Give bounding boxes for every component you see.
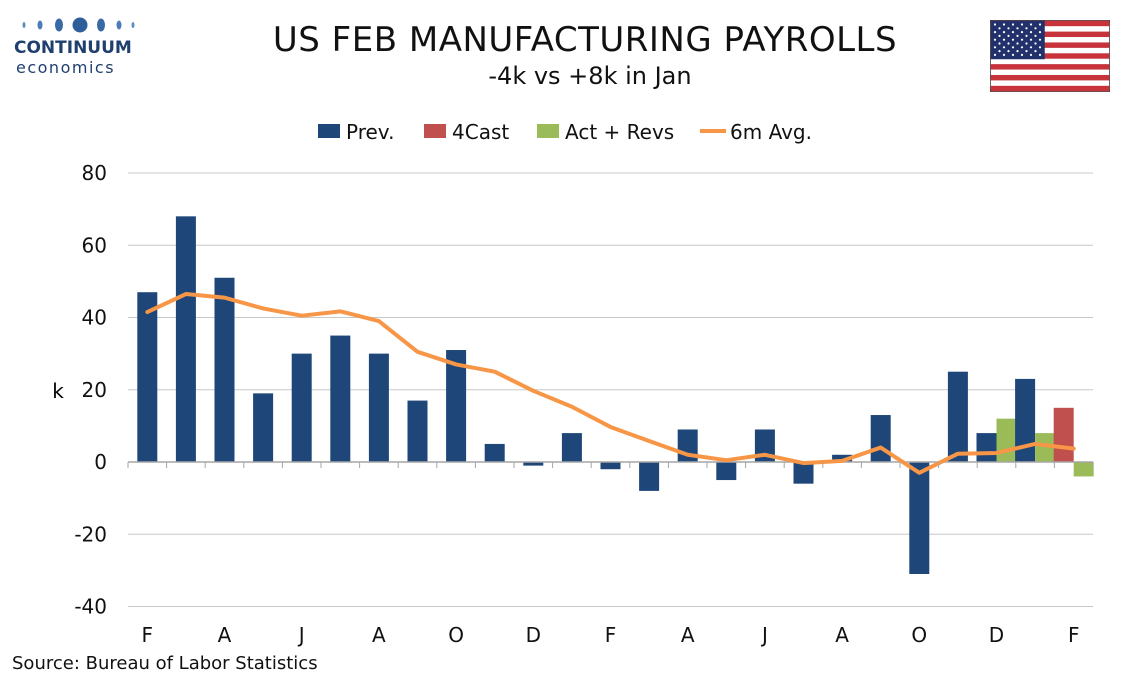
x-tick-label: O (448, 623, 464, 647)
y-tick-label: 60 (82, 233, 107, 257)
x-tick-label: F (142, 623, 154, 647)
grid-lines (128, 172, 1093, 607)
legend-item: 6m Avg. (700, 120, 812, 144)
x-tick-label: A (372, 623, 386, 647)
bar-prev-2 (214, 277, 235, 462)
bar-prev-10 (523, 462, 544, 466)
bar-prev-7 (407, 400, 428, 462)
legend: Prev. 4Cast Act + Revs 6m Avg. (318, 120, 812, 144)
bar-prev-19 (870, 415, 891, 462)
bar-prev-22 (976, 433, 997, 462)
y-tick-label: -40 (74, 595, 107, 619)
x-tick-label: A (681, 623, 695, 647)
bar-prev-5 (330, 335, 351, 462)
legend-item: 4Cast (424, 120, 509, 144)
y-axis-label: k (52, 379, 64, 403)
legend-label: 4Cast (452, 120, 509, 144)
y-axis-ticks: -40 -20 0 20 40 60 80 (74, 161, 107, 619)
legend-label: Act + Revs (565, 120, 674, 144)
bar-prev-3 (253, 393, 274, 462)
bar-prev-17 (793, 462, 814, 484)
continuum-logo: CONTINUUM economics (10, 14, 140, 77)
bar-prev-11 (561, 433, 582, 462)
bar-prev-4 (291, 353, 312, 462)
legend-swatch (537, 124, 559, 138)
y-tick-label: 20 (82, 378, 107, 402)
us-flag-icon (990, 20, 1110, 92)
x-tick-label: A (218, 623, 232, 647)
bars (137, 216, 1094, 574)
bar-prev-23 (1015, 378, 1036, 462)
x-tick-label: F (1068, 623, 1080, 647)
y-tick-label: -20 (74, 522, 107, 546)
y-tick-label: 0 (94, 450, 107, 474)
bar-prev-6 (368, 353, 389, 462)
y-tick-label: 40 (82, 306, 107, 330)
x-tick-label: J (297, 623, 305, 647)
bar-prev-21 (947, 371, 968, 462)
y-tick-label: 80 (82, 161, 107, 185)
legend-item: Act + Revs (537, 120, 674, 144)
x-tick-label: A (835, 623, 849, 647)
chart-subtitle: -4k vs +8k in Jan (488, 62, 692, 90)
bar-prev-13 (639, 462, 660, 491)
bar-4cast-24 (1053, 407, 1074, 462)
legend-swatch (318, 124, 340, 138)
chart-title: US FEB MANUFACTURING PAYROLLS (272, 20, 898, 60)
bar-prev-9 (484, 443, 505, 462)
logo-tagline-text: economics (16, 58, 116, 77)
logo-dots-icon (22, 17, 135, 33)
series-line-6m-avg (145, 292, 1076, 475)
bar-prev-20 (909, 462, 930, 574)
legend-item: Prev. (318, 120, 394, 144)
source-note: Source: Bureau of Labor Statistics (12, 653, 318, 674)
x-tick-label: F (605, 623, 617, 647)
x-tick-label: O (911, 623, 927, 647)
legend-label: Prev. (346, 120, 394, 144)
bar-prev-18 (832, 454, 853, 462)
bar-prev-0 (137, 292, 158, 462)
bar-prev-12 (600, 462, 621, 470)
avg-line (145, 292, 1076, 475)
x-tick-label: D (989, 623, 1004, 647)
bar-act-revs-22 (996, 418, 1017, 462)
bar-act-revs-24 (1073, 462, 1094, 477)
bar-act-revs-23 (1035, 433, 1056, 462)
x-tick-label: J (760, 623, 768, 647)
bar-prev-8 (446, 350, 467, 462)
legend-label: 6m Avg. (730, 120, 812, 144)
logo-brand-text: CONTINUUM (14, 38, 132, 58)
x-tick-label: D (526, 623, 541, 647)
bar-prev-1 (175, 216, 196, 462)
bar-prev-15 (716, 462, 737, 481)
legend-swatch (424, 124, 446, 138)
